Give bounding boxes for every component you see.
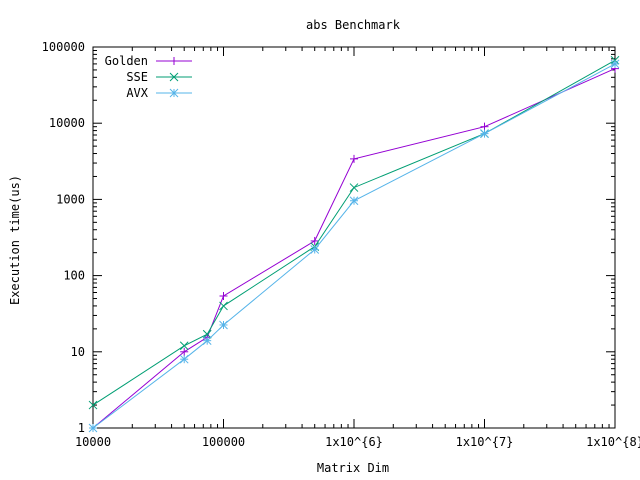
x-tick-label: 1x10^{7}: [456, 435, 514, 449]
data-point: [219, 301, 228, 311]
legend: Golden SSE AVX: [105, 54, 192, 100]
data-point: [219, 320, 228, 330]
x-tick-label: 1x10^{6}: [325, 435, 383, 449]
series-sse: [88, 55, 620, 410]
axes: 1 10 100 1000 10000 100000 10000 100000 1x10^{6}…: [42, 40, 640, 449]
data-point: [480, 122, 489, 131]
data-point: [480, 129, 489, 138]
data-point: [88, 400, 98, 410]
y-tick-label: 100000: [42, 40, 85, 54]
y-axis-label: Execution time(us): [8, 175, 22, 305]
x-tick-label: 10000: [75, 435, 111, 449]
y-tick-label: 10: [71, 345, 85, 359]
x-axis-label: Matrix Dim: [317, 461, 389, 475]
data-point: [202, 329, 212, 339]
data-point: [350, 154, 358, 163]
y-tick-label: 10000: [49, 116, 85, 130]
series-line: [92, 63, 616, 429]
data-point: [179, 341, 189, 351]
series-layer: [88, 55, 620, 433]
x-tick-label: 100000: [202, 435, 245, 449]
series-avx: [88, 59, 620, 433]
data-point: [179, 354, 189, 364]
legend-label: AVX: [126, 86, 148, 100]
y-tick-label: 100: [63, 269, 85, 283]
data-point: [88, 423, 98, 433]
data-point: [169, 88, 179, 98]
data-point: [310, 245, 320, 254]
data-point: [170, 57, 178, 65]
legend-label: Golden: [105, 54, 148, 68]
data-point: [349, 196, 359, 206]
chart-title: abs Benchmark: [306, 18, 401, 32]
data-point: [310, 236, 319, 245]
data-point: [610, 59, 620, 69]
series-line: [92, 68, 616, 429]
series-line: [92, 59, 616, 406]
x-tick-label: 1x10^{8}: [586, 435, 640, 449]
y-tick-label: 1: [78, 421, 85, 435]
legend-label: SSE: [126, 70, 148, 84]
data-point: [180, 347, 189, 356]
data-point: [349, 183, 359, 192]
data-point: [219, 291, 228, 300]
data-point: [169, 72, 179, 82]
y-tick-label: 1000: [56, 192, 85, 206]
data-point: [202, 336, 212, 346]
series-golden: [89, 64, 619, 432]
